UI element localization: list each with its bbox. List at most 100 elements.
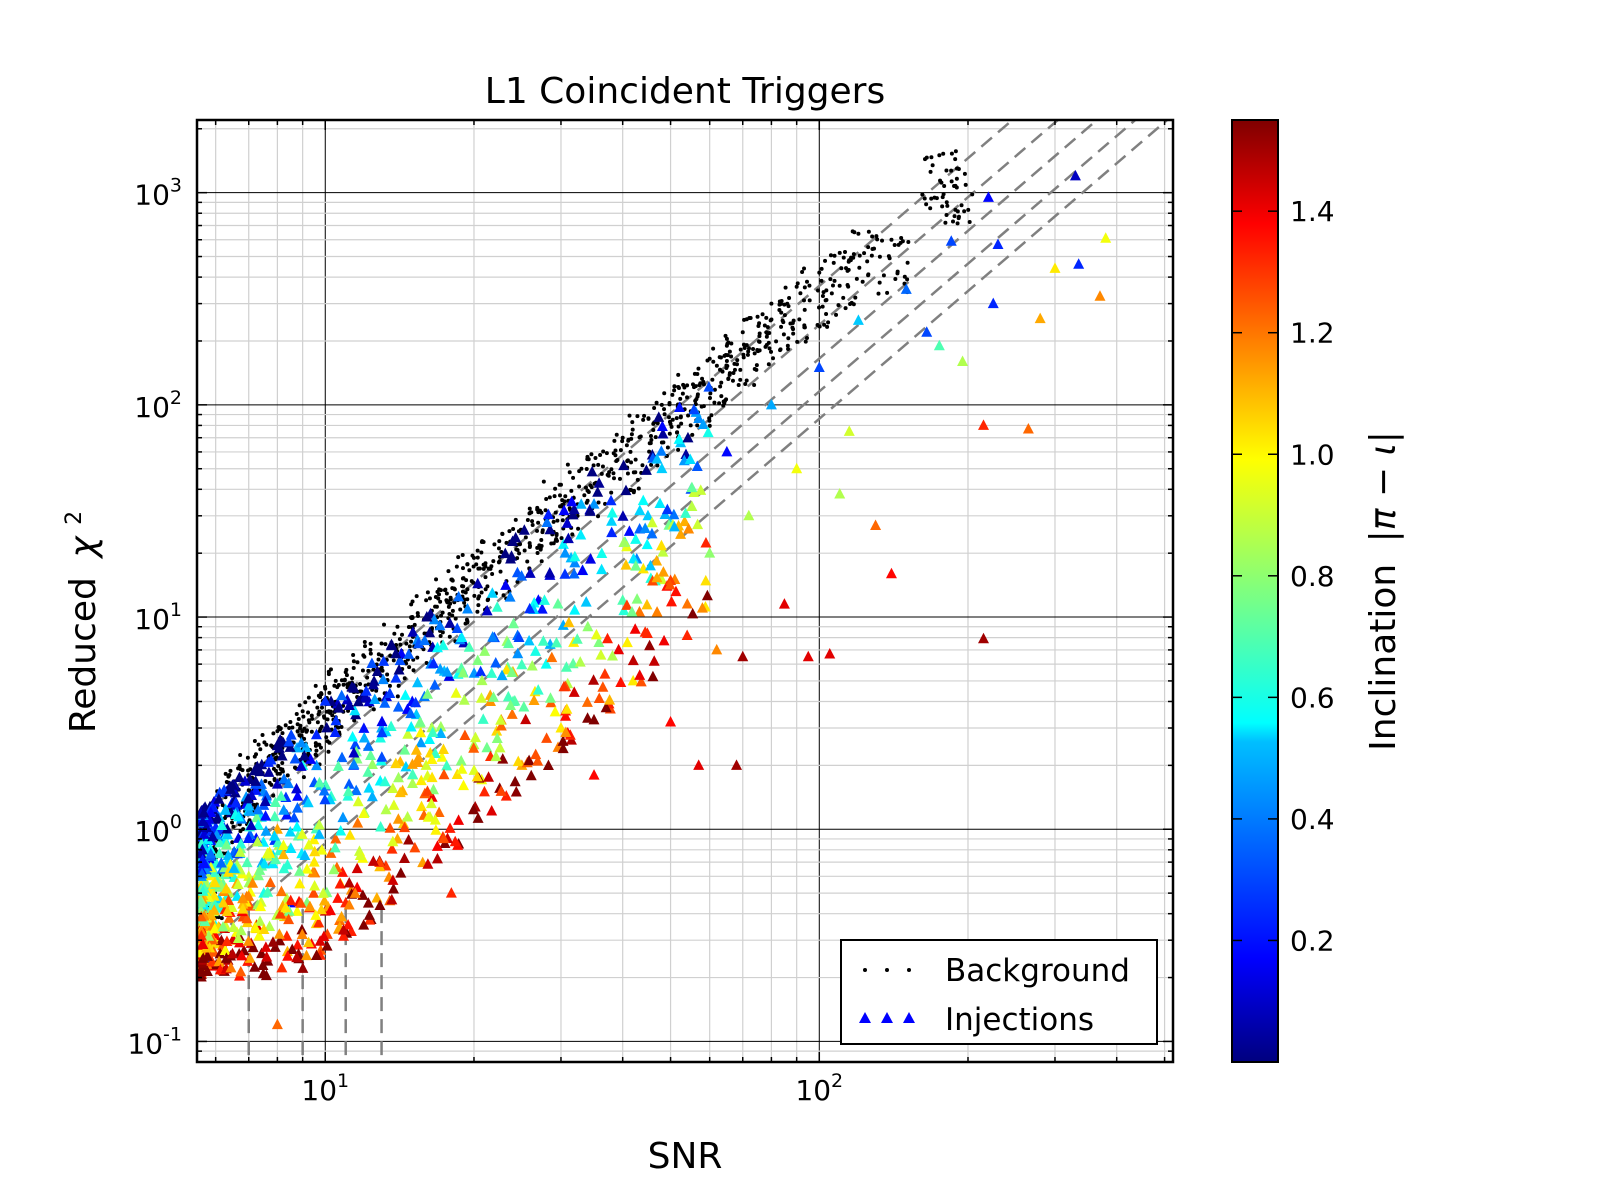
background-point: [612, 438, 617, 443]
background-point: [832, 278, 837, 283]
background-point: [722, 353, 727, 358]
background-point: [700, 376, 705, 381]
injection-point: [363, 909, 375, 920]
injection-point: [342, 785, 354, 797]
background-point: [798, 291, 803, 296]
injection-point: [197, 925, 208, 936]
colorbar-label-text: Inclination: [1363, 564, 1404, 751]
background-point: [649, 462, 654, 467]
injection-point: [571, 633, 583, 644]
injection-point: [278, 773, 290, 784]
injection-point: [392, 701, 404, 712]
x-tick-label: 101: [301, 1070, 349, 1107]
background-point: [767, 330, 772, 335]
injection-point: [308, 887, 320, 898]
background-point: [892, 243, 897, 248]
injection-point: [222, 849, 234, 861]
background-point: [954, 185, 959, 190]
background-point: [269, 782, 274, 787]
background-point: [551, 519, 556, 524]
injection-point: [252, 835, 264, 847]
injection-point: [294, 877, 306, 889]
injection-point: [477, 713, 489, 724]
background-point: [962, 209, 967, 214]
background-point: [928, 206, 933, 211]
injection-point: [261, 950, 273, 962]
background-point: [880, 238, 885, 243]
injection-point: [395, 867, 407, 878]
injection-point: [552, 597, 564, 609]
injection-point: [301, 949, 313, 961]
background-point: [324, 735, 329, 740]
background-point: [427, 596, 432, 601]
injection-point: [317, 887, 329, 898]
injection-point: [438, 768, 450, 780]
background-point: [280, 731, 285, 736]
background-point: [541, 479, 546, 484]
background-point: [719, 394, 724, 399]
background-point: [188, 965, 192, 969]
background-point: [707, 396, 712, 401]
background-point: [967, 220, 972, 225]
background-point: [629, 432, 634, 437]
injection-point: [291, 951, 303, 963]
background-point: [741, 342, 746, 347]
injection-point: [536, 603, 548, 614]
background-series: [188, 149, 975, 976]
injection-point: [468, 742, 480, 753]
injection-point: [686, 500, 698, 512]
injection-point: [242, 792, 254, 804]
injection-point: [680, 507, 692, 518]
injection-point: [802, 650, 814, 662]
background-point: [458, 607, 463, 612]
background-point: [845, 282, 850, 287]
background-point: [944, 200, 949, 205]
colorbar-tick-label: 1.2: [1290, 317, 1335, 350]
background-point: [260, 732, 265, 737]
background-point: [795, 281, 800, 286]
injection-point: [367, 678, 379, 690]
injection-point: [627, 674, 639, 686]
injection-point: [321, 940, 333, 951]
injection-point: [703, 381, 715, 392]
background-point: [559, 536, 564, 541]
injection-point: [682, 431, 694, 443]
background-point: [412, 622, 417, 627]
background-point: [570, 532, 575, 537]
injection-point: [349, 738, 361, 750]
reference-diagonal-line: [197, 120, 1138, 927]
injection-point: [486, 804, 498, 816]
injection-point: [298, 749, 310, 761]
background-point: [807, 298, 812, 303]
injection-point: [697, 418, 709, 429]
legend-box: [840, 939, 1158, 1045]
injection-point: [635, 675, 647, 687]
injection-point: [197, 910, 207, 922]
background-point: [477, 594, 482, 599]
background-point: [366, 668, 371, 673]
injection-point: [681, 629, 693, 640]
background-point: [956, 167, 961, 172]
background-point: [479, 590, 484, 595]
injection-point: [321, 721, 333, 733]
injection-point: [530, 748, 542, 760]
injection-point: [658, 634, 670, 646]
background-point: [754, 367, 759, 372]
injection-point: [293, 865, 305, 876]
y-axis-label-sup: 2: [62, 511, 87, 525]
injection-point: [651, 571, 663, 583]
injection-point: [491, 732, 503, 744]
injection-point: [506, 550, 518, 561]
background-point: [735, 358, 740, 363]
background-point: [662, 412, 667, 417]
injection-point: [257, 967, 269, 979]
injection-point: [581, 696, 593, 707]
background-point: [653, 435, 658, 440]
background-point: [313, 752, 318, 757]
injection-point: [305, 753, 317, 764]
background-point: [322, 684, 327, 689]
background-point: [874, 234, 879, 239]
injection-point: [354, 849, 366, 861]
injection-point: [349, 887, 361, 898]
background-point: [192, 911, 196, 915]
